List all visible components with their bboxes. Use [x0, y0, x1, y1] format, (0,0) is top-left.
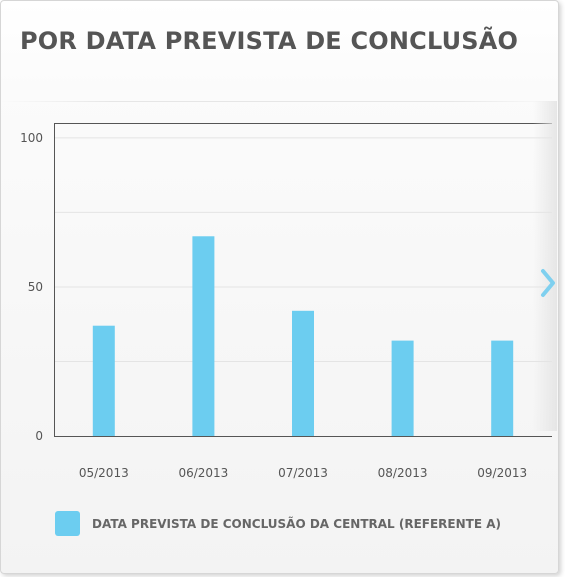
legend: DATA PREVISTA DE CONCLUSÃO DA CENTRAL (R… [55, 511, 501, 536]
scroll-edge-shadow [533, 101, 557, 431]
x-tick-label: 09/2013 [477, 466, 527, 480]
y-tick-labels: 0 50 100 [20, 131, 43, 443]
bars [92, 236, 514, 436]
legend-swatch[interactable] [55, 511, 80, 536]
x-tick-labels: 05/2013 06/2013 07/2013 08/2013 09/2013 [79, 466, 527, 480]
bar [192, 236, 215, 436]
x-tick-label: 06/2013 [178, 466, 228, 480]
y-tick-label: 100 [20, 131, 43, 145]
bar [491, 340, 514, 436]
legend-label: DATA PREVISTA DE CONCLUSÃO DA CENTRAL (R… [92, 516, 501, 531]
x-tick-label: 07/2013 [278, 466, 328, 480]
bar [92, 325, 115, 436]
panel-title: POR DATA PREVISTA DE CONCLUSÃO [20, 27, 519, 55]
bar-chart: 0 50 100 05/2013 06/2013 07/2013 08/2013 09/20… [20, 123, 552, 480]
y-tick-label: 0 [35, 429, 43, 443]
bar [391, 340, 414, 436]
x-tick-label: 05/2013 [79, 466, 129, 480]
y-tick-label: 50 [28, 280, 43, 294]
chevron-right-icon[interactable] [538, 267, 558, 299]
x-tick-label: 08/2013 [378, 466, 428, 480]
header-divider [1, 101, 558, 102]
bar [292, 310, 314, 436]
axes [54, 123, 552, 437]
